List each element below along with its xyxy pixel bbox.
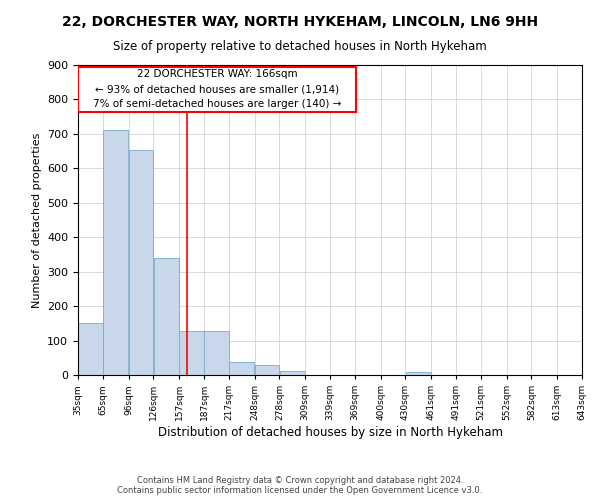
Text: 22 DORCHESTER WAY: 166sqm
← 93% of detached houses are smaller (1,914)
7% of sem: 22 DORCHESTER WAY: 166sqm ← 93% of detac… <box>92 70 341 109</box>
Y-axis label: Number of detached properties: Number of detached properties <box>32 132 41 308</box>
Text: Contains HM Land Registry data © Crown copyright and database right 2024.
Contai: Contains HM Land Registry data © Crown c… <box>118 476 482 495</box>
Bar <box>280 371 305 375</box>
Bar <box>78 324 103 375</box>
Bar <box>179 331 204 375</box>
Text: Size of property relative to detached houses in North Hykeham: Size of property relative to detached ho… <box>113 40 487 53</box>
Bar <box>204 331 229 375</box>
FancyBboxPatch shape <box>78 66 356 112</box>
Bar <box>406 372 431 375</box>
Bar <box>229 362 254 375</box>
Bar <box>103 130 128 375</box>
Bar <box>129 150 153 375</box>
Bar <box>154 258 179 375</box>
Bar <box>255 364 279 375</box>
X-axis label: Distribution of detached houses by size in North Hykeham: Distribution of detached houses by size … <box>157 426 503 439</box>
Text: 22, DORCHESTER WAY, NORTH HYKEHAM, LINCOLN, LN6 9HH: 22, DORCHESTER WAY, NORTH HYKEHAM, LINCO… <box>62 15 538 29</box>
